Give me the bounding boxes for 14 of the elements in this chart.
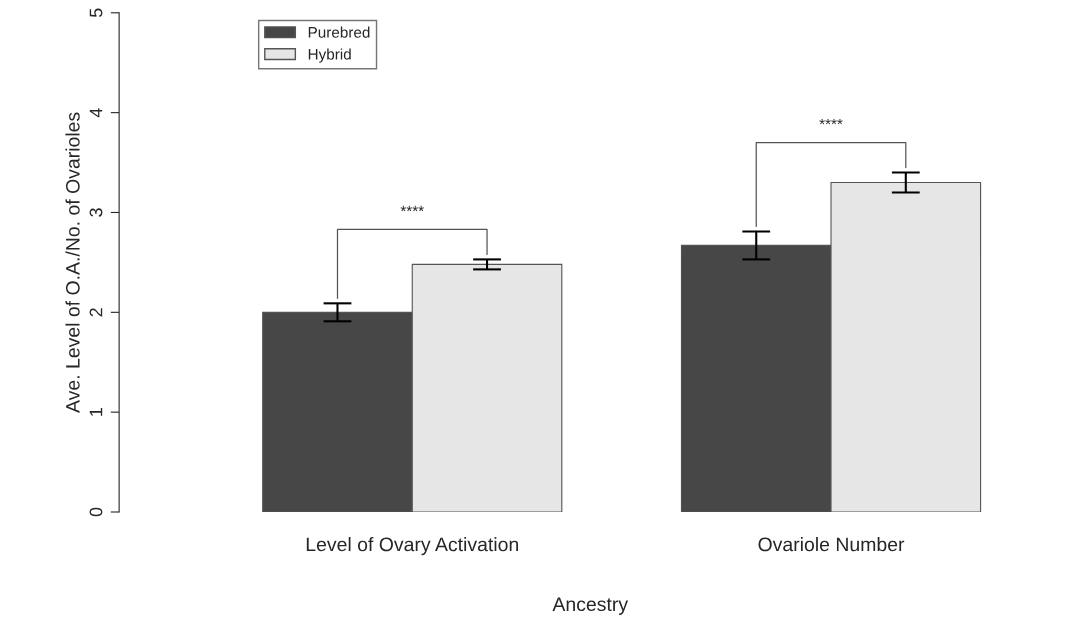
legend-label: Purebred bbox=[308, 26, 370, 38]
x-tick-label: Ovariole Number bbox=[758, 537, 905, 552]
y-tick-label: 2 bbox=[89, 308, 103, 317]
y-tick-label: 5 bbox=[89, 8, 103, 18]
legend-label: Hybrid bbox=[308, 48, 351, 63]
y-tick-label: 0 bbox=[89, 507, 103, 517]
y-axis-title: Ave. Level of O.A./No. of Ovarioles bbox=[65, 112, 80, 413]
annotation: **** bbox=[400, 205, 424, 212]
x-axis-title: Ancestry bbox=[552, 597, 629, 615]
x-tick-label: Level of Ovary Activation bbox=[306, 537, 518, 556]
y-tick-label: 1 bbox=[89, 408, 103, 416]
y-tick-label: 4 bbox=[89, 108, 103, 118]
annotation: **** bbox=[819, 118, 843, 125]
y-tick-label: 3 bbox=[89, 208, 103, 217]
